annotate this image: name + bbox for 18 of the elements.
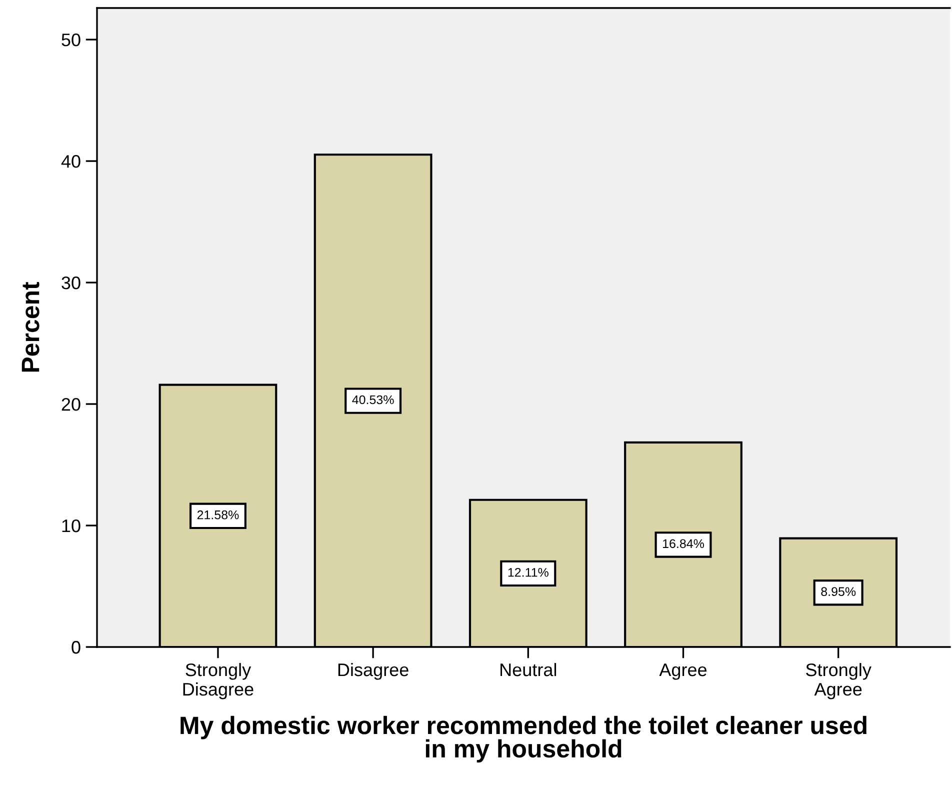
data-label: 16.84%: [663, 539, 704, 548]
y-axis-title: Percent: [22, 282, 40, 372]
y-tick-label: 0: [72, 640, 80, 654]
x-tick-label: Strongly Agree: [806, 662, 872, 700]
x-tick-label: Neutral: [500, 662, 556, 676]
x-tick-label: Agree: [659, 664, 707, 680]
y-tick-label: 10: [62, 519, 80, 532]
y-tick-label: 40: [61, 155, 80, 168]
x-tick-label: Disagree: [338, 662, 408, 680]
data-label: 8.95%: [821, 587, 856, 596]
y-tick-label: 30: [62, 276, 80, 290]
data-label: 40.53%: [352, 395, 394, 404]
x-tick-label: Strongly Disagree: [183, 662, 254, 700]
data-label: 12.11%: [508, 568, 548, 577]
y-tick-label: 20: [62, 398, 80, 411]
y-tick-label: 50: [62, 34, 80, 46]
data-label: 21.58%: [197, 510, 239, 520]
x-axis-title: My domestic worker recommended the toilet cleaner used in my household: [180, 716, 866, 763]
